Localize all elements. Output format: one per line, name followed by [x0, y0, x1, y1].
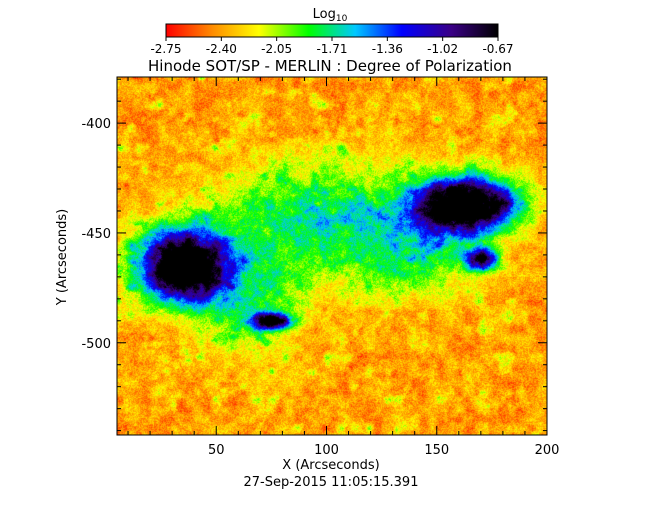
x-axis-label: X (Arcseconds): [282, 458, 379, 473]
x-tick-label: 150: [424, 443, 449, 458]
y-axis-ticks: -400 -450 -500: [81, 78, 547, 432]
colorbar-tick-label: -1.71: [316, 42, 347, 56]
y-axis-label: Y (Arcseconds): [55, 209, 70, 306]
x-axis-ticks: 50 100 150 200: [127, 77, 560, 458]
colorbar-tick-label: -0.67: [482, 42, 513, 56]
y-tick-label: -500: [81, 337, 111, 352]
x-tick-label: 100: [314, 443, 339, 458]
colorbar-tick-label: -1.36: [372, 42, 403, 56]
colorbar-tick-label: -2.05: [261, 42, 292, 56]
x-tick-label: 200: [535, 443, 560, 458]
timestamp: 27-Sep-2015 11:05:15.391: [244, 475, 419, 490]
colorbar: [165, 23, 499, 38]
colorbar-tick-label: -1.02: [427, 42, 458, 56]
x-tick-label: 50: [208, 443, 225, 458]
y-tick-label: -450: [81, 227, 111, 242]
colorbar-ticks: -2.75 -2.40 -2.05 -1.71 -1.36 -1.02 -0.67: [150, 37, 514, 56]
plot-frame: [116, 76, 548, 436]
heatmap-image: [117, 77, 547, 435]
colorbar-tick-label: -2.75: [150, 42, 181, 56]
y-tick-label: -400: [81, 117, 111, 132]
colorbar-tick-label: -2.40: [206, 42, 237, 56]
chart-title: Hinode SOT/SP - MERLIN : Degree of Polar…: [148, 57, 512, 75]
colorbar-title: Log10: [313, 7, 348, 24]
